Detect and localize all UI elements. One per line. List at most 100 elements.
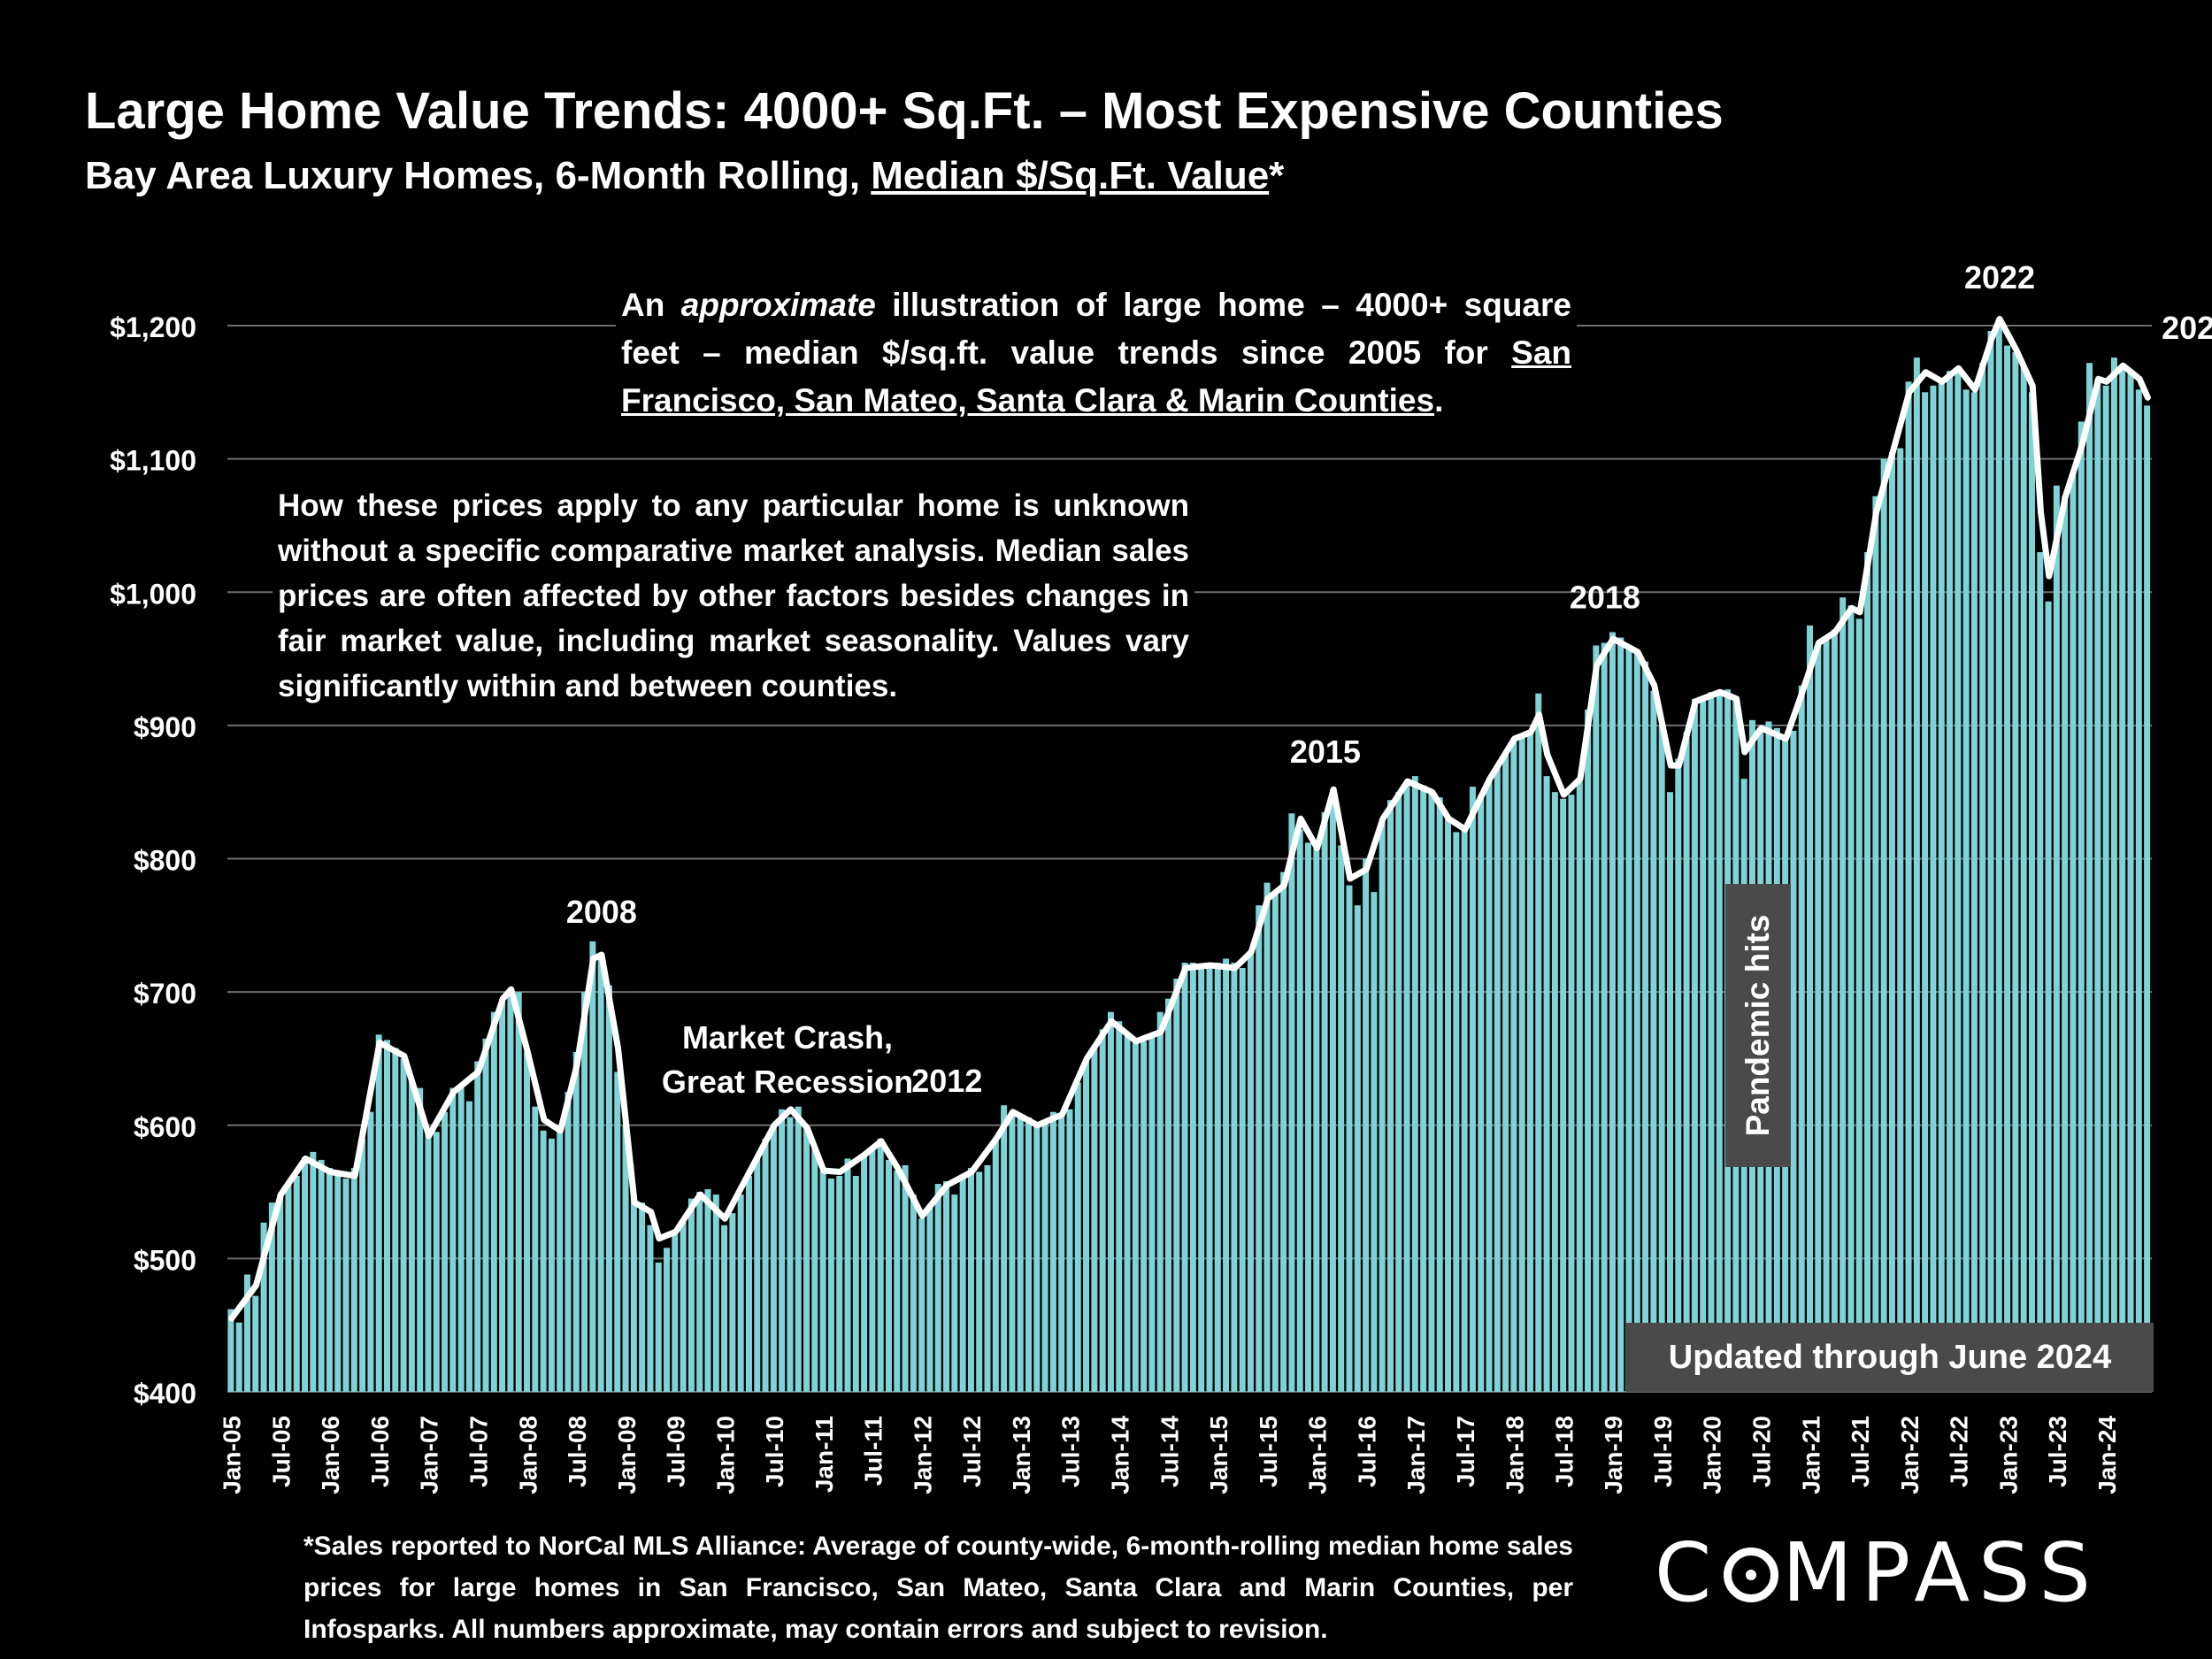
bar [1847, 605, 1855, 1392]
bar [2094, 379, 2101, 1392]
pandemic-annotation: Pandemic hits [1725, 884, 1791, 1167]
bar [359, 1138, 366, 1392]
intro-text-em: approximate [680, 287, 876, 323]
bar [548, 1138, 555, 1392]
bar [1880, 458, 1887, 1392]
x-tick-label: Jan-21 [1797, 1416, 1824, 1494]
bar [375, 1034, 382, 1392]
bar [1625, 648, 1632, 1392]
bar [1510, 738, 1517, 1392]
bar [1066, 1109, 1073, 1392]
bar [425, 1127, 432, 1392]
bar [902, 1164, 909, 1392]
bar [532, 1106, 539, 1392]
bar [803, 1127, 810, 1392]
x-tick-label: Jul-14 [1156, 1416, 1183, 1487]
bar [811, 1148, 818, 1392]
bar [1962, 389, 1970, 1392]
bar [1214, 962, 1221, 1392]
bar [1017, 1114, 1024, 1392]
bar [976, 1171, 983, 1392]
x-tick-label: Jan-17 [1402, 1416, 1430, 1494]
bar [1691, 698, 1698, 1392]
bar [557, 1127, 564, 1392]
bar [597, 958, 604, 1392]
bar [1181, 962, 1188, 1392]
bar [959, 1175, 966, 1392]
bar [1593, 645, 1600, 1392]
chart-subtitle: Bay Area Luxury Homes, 6-Month Rolling, … [85, 154, 1284, 198]
bar [400, 1058, 407, 1392]
trend-line [228, 316, 2151, 1322]
y-tick-label: $500 [134, 1244, 196, 1276]
bar [1189, 962, 1196, 1392]
bar [1354, 905, 1361, 1392]
bar [680, 1221, 687, 1392]
bar [852, 1175, 859, 1392]
bar [1560, 798, 1567, 1392]
bar [2086, 363, 2093, 1392]
bar [1420, 785, 1427, 1392]
bar [302, 1156, 309, 1392]
x-tick-label: Jul-21 [1847, 1416, 1874, 1487]
bar [1633, 652, 1640, 1392]
bar [1321, 811, 1328, 1392]
bar [1223, 958, 1230, 1392]
bar [1888, 452, 1895, 1392]
bar [408, 1079, 415, 1392]
bar [1650, 690, 1657, 1392]
bar [1436, 797, 1443, 1392]
intro-text-b: illustration of large home – 4000+ squar… [621, 287, 1571, 371]
bar [737, 1194, 744, 1392]
bar [1363, 858, 1370, 1392]
bar [2028, 392, 2035, 1392]
bar [1206, 965, 1213, 1392]
x-tick-label: Jan-15 [1205, 1416, 1233, 1494]
bar [1823, 638, 1830, 1392]
bar [342, 1179, 349, 1392]
bar [729, 1213, 736, 1392]
bar [1132, 1042, 1139, 1392]
bar [1831, 629, 1838, 1392]
updated-badge: Updated through June 2024 [1626, 1323, 2154, 1392]
bar [1938, 379, 1945, 1392]
x-tick-label: Jul-12 [958, 1416, 986, 1487]
bar [2110, 357, 2117, 1392]
bar [384, 1040, 390, 1392]
logo-text-post: MPASS [1782, 1525, 2100, 1620]
bar [326, 1167, 333, 1392]
year-annotation: 2024 [2162, 310, 2212, 346]
bar [507, 989, 514, 1392]
bar [967, 1167, 974, 1392]
bar [1386, 800, 1394, 1392]
bar [1518, 735, 1525, 1392]
crash-annotation: Market Crash, [682, 1019, 893, 1056]
bar [1675, 758, 1682, 1392]
x-tick-label: Jan-20 [1699, 1416, 1726, 1494]
bar [1987, 331, 1994, 1392]
bar [1371, 892, 1378, 1392]
bar [787, 1117, 794, 1392]
x-tick-label: Jan-19 [1600, 1416, 1627, 1494]
bar [1922, 392, 1929, 1392]
x-tick-label: Jul-06 [366, 1416, 394, 1487]
bar [350, 1167, 357, 1392]
x-tick-label: Jul-23 [2044, 1416, 2071, 1487]
bar [310, 1151, 317, 1392]
bar [1461, 829, 1468, 1392]
pandemic-label: Pandemic hits [1740, 914, 1776, 1137]
bar [490, 1011, 497, 1392]
x-tick-label: Jan-09 [613, 1416, 641, 1494]
bar [2012, 352, 2019, 1392]
bar [474, 1061, 481, 1392]
bar [1995, 319, 2002, 1392]
bar [1099, 1029, 1106, 1392]
bar [1271, 892, 1279, 1392]
x-tick-label: Jul-08 [564, 1416, 591, 1487]
bar [1083, 1061, 1090, 1392]
subtitle-suffix: * [1269, 154, 1285, 197]
bar [869, 1148, 876, 1392]
bar [1256, 905, 1263, 1392]
bar [721, 1225, 728, 1392]
bar [1930, 385, 1937, 1392]
